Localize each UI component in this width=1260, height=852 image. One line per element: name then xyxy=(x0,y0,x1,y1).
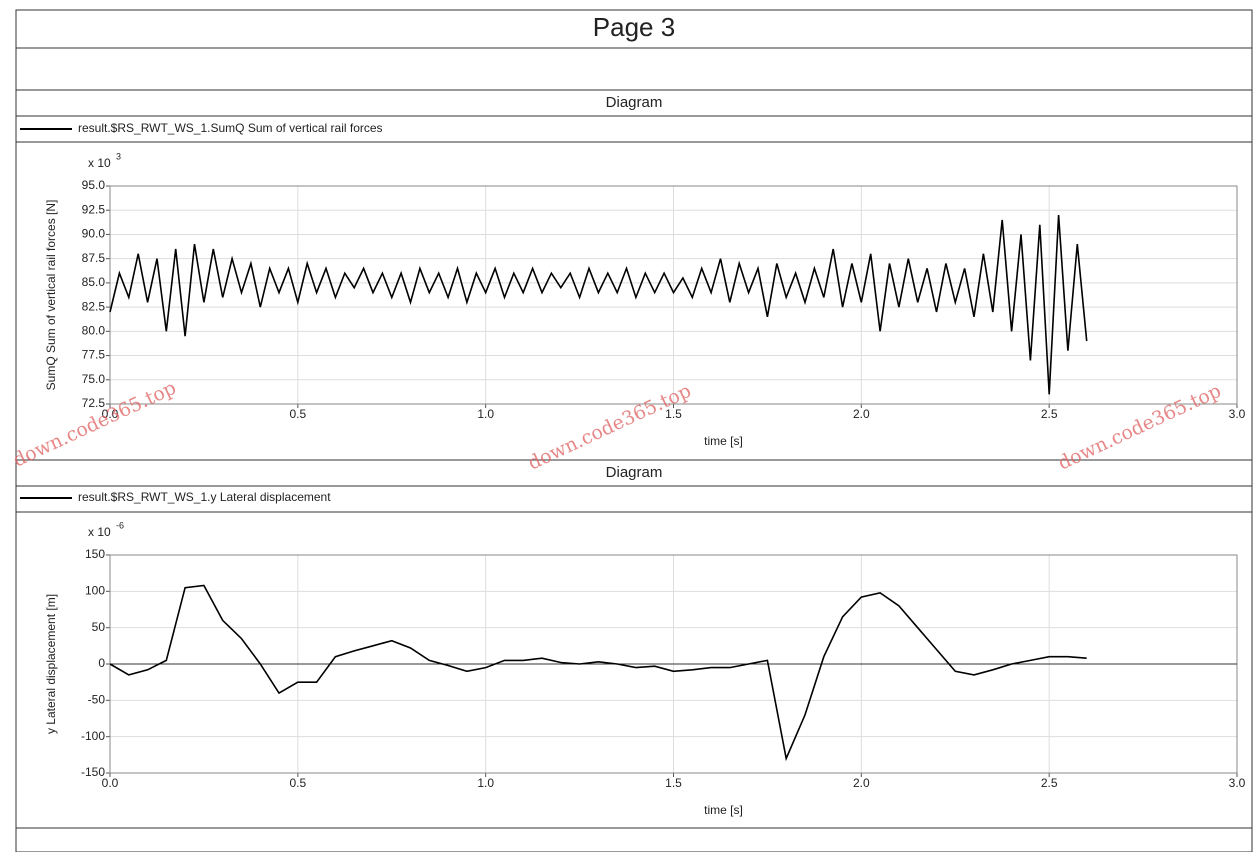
x-axis-label: time [s] xyxy=(704,803,743,817)
y-axis-label: y Lateral displacement [m] xyxy=(44,594,58,734)
page-title: Page 3 xyxy=(593,12,675,42)
y-axis-label: SumQ Sum of vertical rail forces [N] xyxy=(44,200,58,391)
x-tick-label: 2.5 xyxy=(1041,776,1058,790)
y-tick-label: 100 xyxy=(85,584,105,598)
x-tick-label: 1.5 xyxy=(665,407,682,421)
y-multiplier: x 10 xyxy=(88,525,111,539)
x-tick-label: 1.5 xyxy=(665,776,682,790)
y-tick-label: 90.0 xyxy=(82,227,106,241)
y-tick-label: -100 xyxy=(81,729,105,743)
x-tick-label: 2.0 xyxy=(853,407,870,421)
page-frame xyxy=(15,9,1253,852)
x-tick-label: 0.5 xyxy=(289,776,306,790)
x-tick-label: 0.5 xyxy=(289,407,306,421)
x-tick-label: 0.0 xyxy=(102,776,119,790)
x-tick-label: 2.5 xyxy=(1041,407,1058,421)
data-line xyxy=(109,584,1087,762)
x-tick-label: 3.0 xyxy=(1229,776,1246,790)
y-tick-label: 75.0 xyxy=(82,372,106,386)
y-tick-label: 72.5 xyxy=(82,396,106,410)
watermark: down.code365.top xyxy=(10,377,180,472)
y-exponent: 3 xyxy=(116,151,121,161)
x-tick-label: 0.0 xyxy=(102,407,119,421)
y-tick-label: 82.5 xyxy=(82,299,106,313)
data-line xyxy=(109,215,1088,395)
y-tick-label: 92.5 xyxy=(82,202,106,216)
x-tick-label: 1.0 xyxy=(477,776,494,790)
y-tick-label: 77.5 xyxy=(82,348,106,362)
legend-label: result.$RS_RWT_WS_1.SumQ Sum of vertical… xyxy=(78,121,383,135)
legend-label: result.$RS_RWT_WS_1.y Lateral displaceme… xyxy=(78,490,331,504)
x-tick-label: 3.0 xyxy=(1229,407,1246,421)
y-tick-label: -50 xyxy=(88,693,106,707)
y-tick-label: 87.5 xyxy=(82,251,106,265)
x-tick-label: 1.0 xyxy=(477,407,494,421)
y-tick-label: 150 xyxy=(85,547,105,561)
y-tick-label: -150 xyxy=(81,765,105,779)
y-tick-label: 0 xyxy=(98,656,105,670)
y-tick-label: 80.0 xyxy=(82,324,106,338)
panel-header: Diagram xyxy=(606,464,663,481)
y-tick-label: 50 xyxy=(92,620,106,634)
x-tick-label: 2.0 xyxy=(853,776,870,790)
x-axis-label: time [s] xyxy=(704,434,743,448)
plot-frame xyxy=(109,185,1238,405)
y-tick-label: 85.0 xyxy=(82,275,106,289)
y-multiplier: x 10 xyxy=(88,156,111,170)
panel-header: Diagram xyxy=(606,94,663,111)
y-exponent: -6 xyxy=(116,520,124,530)
y-tick-label: 95.0 xyxy=(82,178,106,192)
